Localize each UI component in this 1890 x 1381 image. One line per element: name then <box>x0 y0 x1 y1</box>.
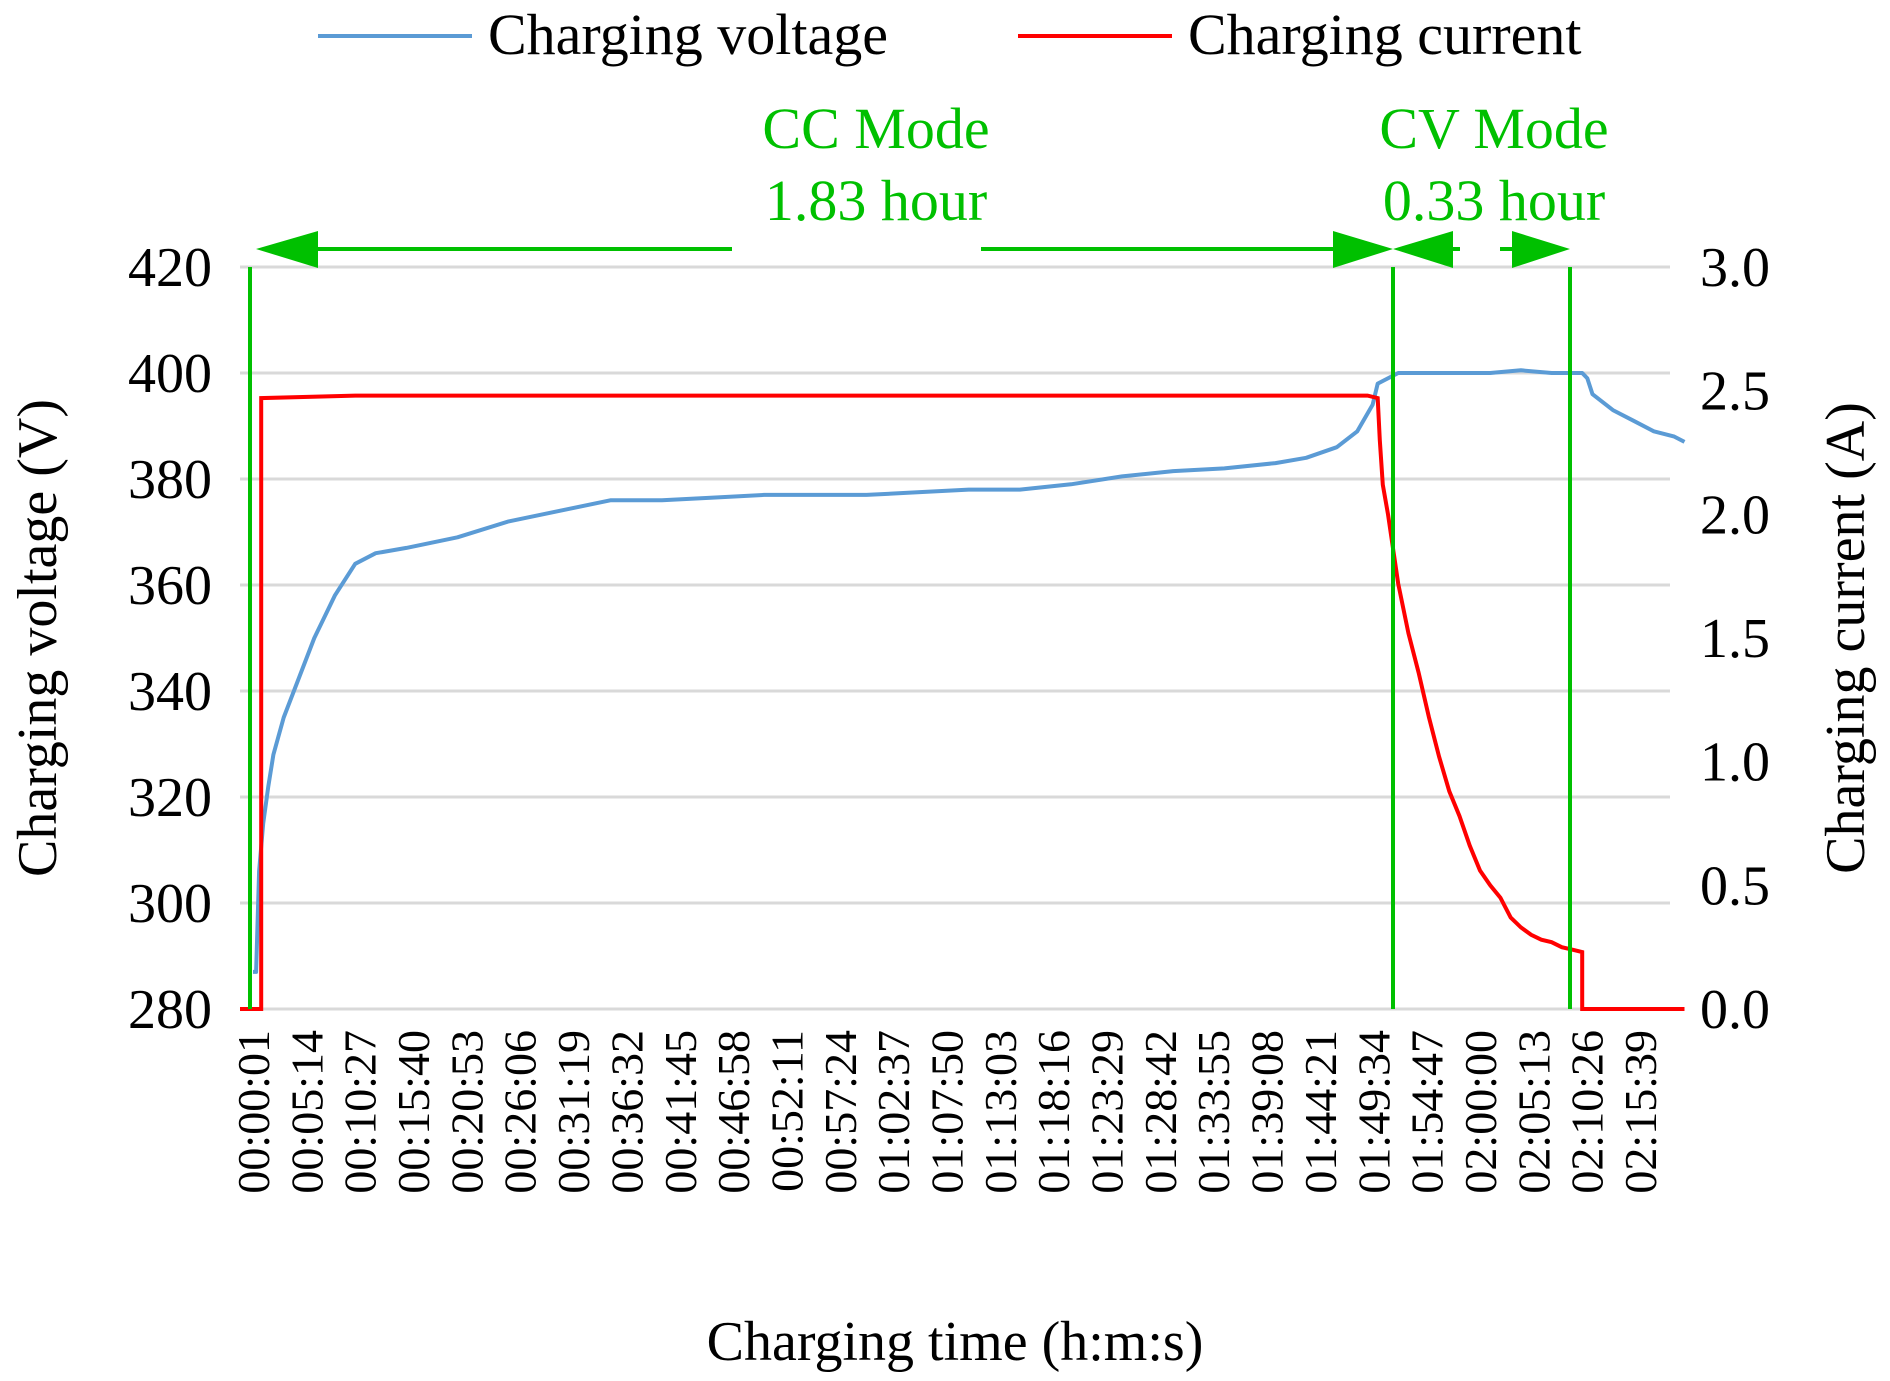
x-tick-label: 02:05:13 <box>1508 1030 1559 1194</box>
x-tick-label: 01:39:08 <box>1242 1030 1293 1194</box>
x-tick-label: 01:23:29 <box>1082 1030 1133 1194</box>
x-axis-title: Charging time (h:m:s) <box>707 1311 1204 1373</box>
y-axis-left-title: Charging voltage (V) <box>7 399 69 877</box>
x-tick-label: 00:57:24 <box>815 1030 866 1194</box>
x-tick-label: 02:15:39 <box>1615 1030 1666 1194</box>
y-axis-right-title: Charging current (A) <box>1815 402 1877 874</box>
legend-current-label: Charging current <box>1188 2 1582 67</box>
x-tick-label: 02:10:26 <box>1562 1030 1613 1194</box>
current-line <box>240 393 1685 1011</box>
x-tick-label: 00:46:58 <box>708 1030 759 1194</box>
x-tick-label: 01:54:47 <box>1402 1030 1453 1194</box>
y-left-tick-label: 340 <box>128 661 212 723</box>
x-tick-label: 01:33:55 <box>1188 1030 1239 1194</box>
y-left-tick-label: 400 <box>128 343 212 405</box>
legend: Charging voltage Charging current <box>318 2 1582 67</box>
x-tick-label: 01:07:50 <box>922 1030 973 1194</box>
x-tick-label: 00:05:14 <box>281 1030 332 1194</box>
y-left-tick-label: 360 <box>128 555 212 617</box>
cv-mode-duration: 0.33 hour <box>1383 168 1605 233</box>
y-left-tick-label: 380 <box>128 449 212 511</box>
x-tick-label: 02:00:00 <box>1455 1030 1506 1194</box>
cc-mode-arrow <box>256 231 1393 268</box>
y-left-tick-label: 420 <box>128 237 212 299</box>
x-tick-label: 01:18:16 <box>1028 1030 1079 1194</box>
x-axis-ticks: 00:00:01 00:05:14 00:10:27 00:15:40 00:20:53… <box>228 1030 1666 1194</box>
x-tick-label: 01:28:42 <box>1135 1030 1186 1194</box>
x-tick-label: 00:00:01 <box>228 1030 279 1194</box>
y-right-tick-label: 1.0 <box>1700 732 1770 794</box>
x-tick-label: 00:52:11 <box>761 1030 812 1192</box>
cc-mode-duration: 1.83 hour <box>765 168 987 233</box>
y-right-tick-label: 3.0 <box>1700 237 1770 299</box>
gridlines <box>240 265 1670 1011</box>
x-tick-label: 00:31:19 <box>548 1030 599 1194</box>
x-tick-label: 01:49:34 <box>1348 1030 1399 1194</box>
legend-voltage-label: Charging voltage <box>488 2 888 67</box>
y-axis-right-ticks: 0.0 0.5 1.0 1.5 2.0 2.5 3.0 <box>1700 237 1770 1041</box>
x-tick-label: 00:36:32 <box>601 1030 652 1194</box>
y-left-tick-label: 280 <box>128 979 212 1041</box>
x-tick-label: 01:02:37 <box>868 1030 919 1194</box>
y-axis-left-ticks: 280 300 320 340 360 380 400 420 <box>128 237 212 1041</box>
y-right-tick-label: 2.0 <box>1700 484 1770 546</box>
cv-mode-title: CV Mode <box>1379 96 1608 161</box>
cv-mode-arrow <box>1393 231 1570 268</box>
x-tick-label: 01:44:21 <box>1295 1030 1346 1194</box>
x-tick-label: 01:13:03 <box>975 1030 1026 1194</box>
x-tick-label: 00:26:06 <box>495 1030 546 1194</box>
y-right-tick-label: 2.5 <box>1700 361 1770 423</box>
y-left-tick-label: 320 <box>128 767 212 829</box>
voltage-line <box>253 368 1686 974</box>
x-tick-label: 00:41:45 <box>655 1030 706 1194</box>
y-right-tick-label: 1.5 <box>1700 608 1770 670</box>
x-tick-label: 00:20:53 <box>441 1030 492 1194</box>
x-tick-label: 00:10:27 <box>335 1030 386 1194</box>
x-tick-label: 00:15:40 <box>388 1030 439 1194</box>
mode-boundary-lines <box>248 267 1572 1009</box>
y-right-tick-label: 0.0 <box>1700 979 1770 1041</box>
y-right-tick-label: 0.5 <box>1700 855 1770 917</box>
cc-mode-title: CC Mode <box>762 96 989 161</box>
y-left-tick-label: 300 <box>128 873 212 935</box>
